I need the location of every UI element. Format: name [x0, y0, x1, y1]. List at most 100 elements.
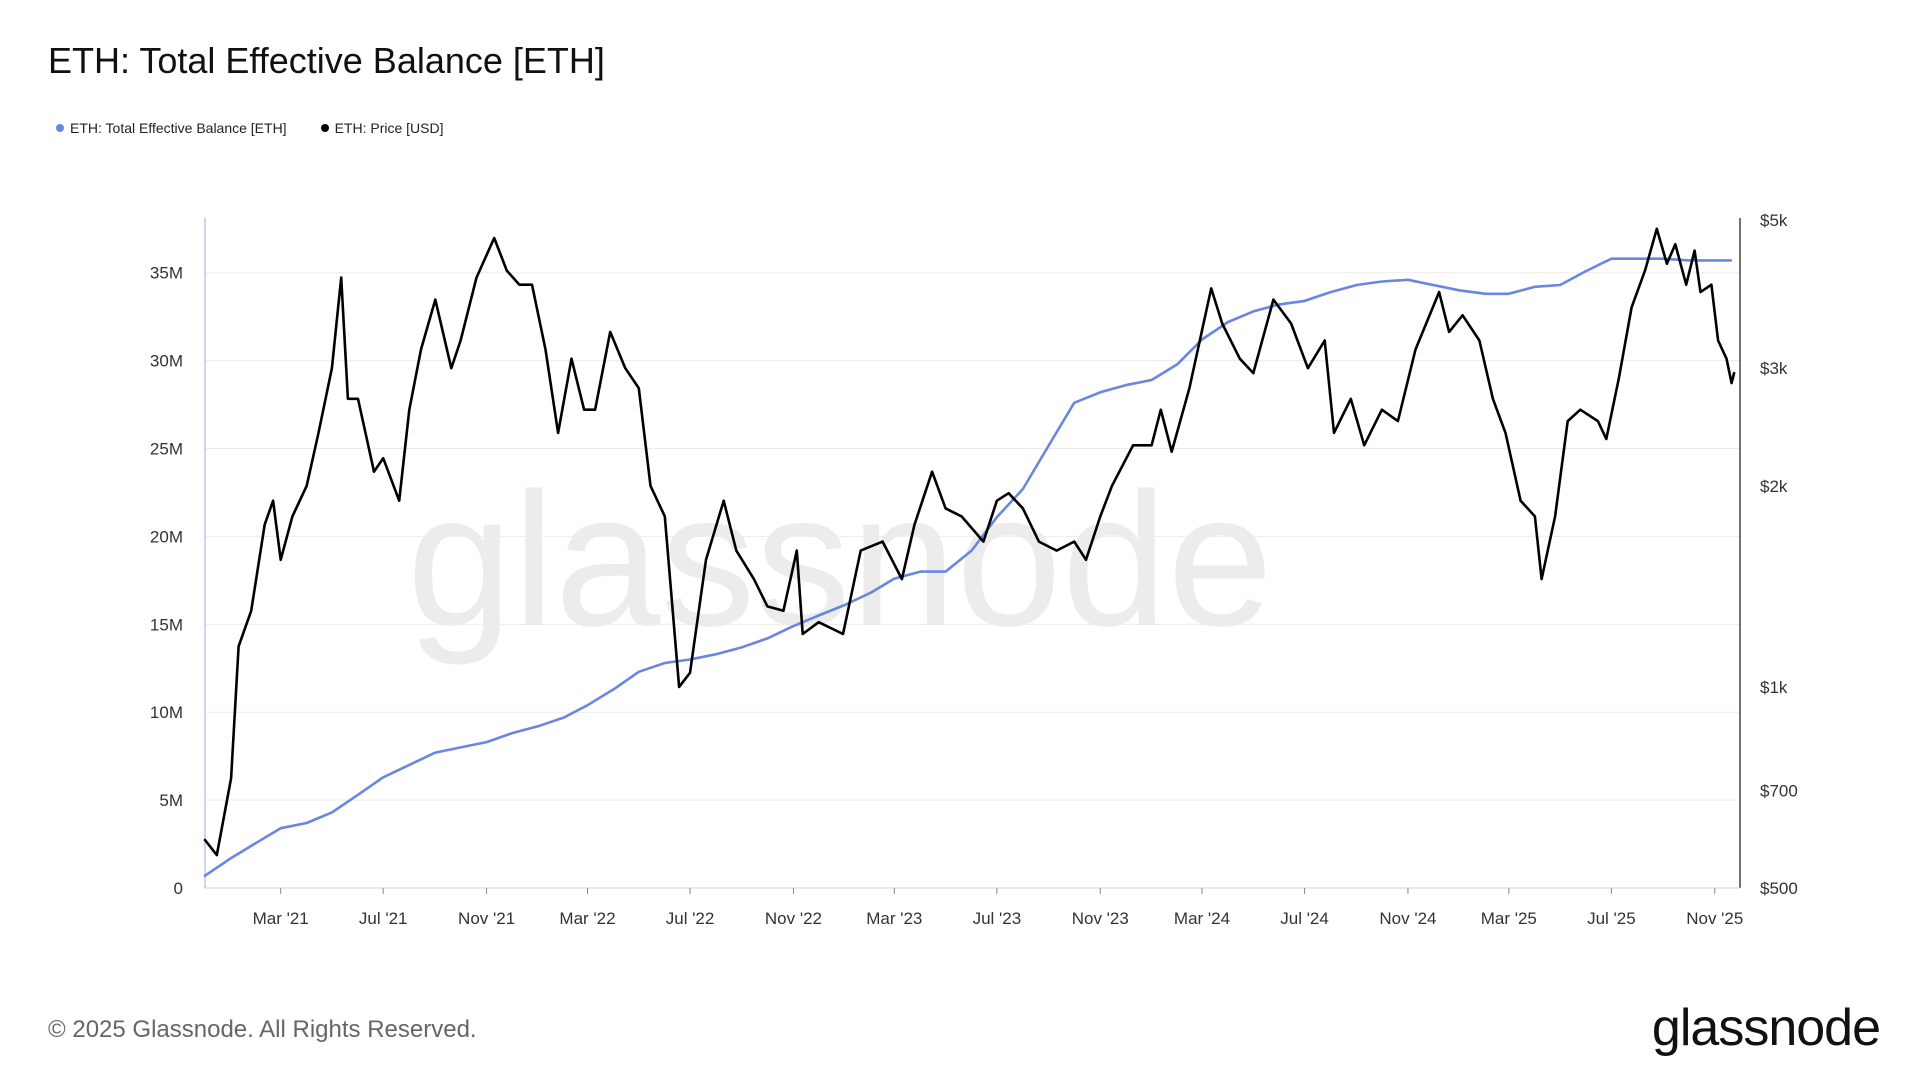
- y-left-tick-label: 35M: [150, 264, 183, 283]
- x-tick-label: Jul '21: [359, 909, 408, 928]
- data-point-price: [996, 499, 998, 502]
- data-point-effective-balance: [459, 746, 462, 749]
- data-point-price: [1188, 387, 1191, 390]
- data-point-price: [913, 523, 916, 526]
- data-point-price: [624, 367, 627, 370]
- data-point-price: [1597, 420, 1599, 422]
- x-tick-label: Nov '21: [458, 909, 515, 928]
- data-point-effective-balance: [1099, 391, 1102, 394]
- data-point-price: [1350, 398, 1352, 400]
- data-point-price: [1022, 507, 1024, 510]
- data-point-effective-balance: [357, 794, 359, 796]
- data-point-price: [1252, 372, 1255, 374]
- data-point-price: [1438, 291, 1440, 293]
- data-point-price: [331, 367, 333, 370]
- data-point-effective-balance: [1176, 363, 1179, 365]
- data-point-price: [1414, 348, 1417, 351]
- data-point-price: [1534, 515, 1536, 518]
- legend-item-balance[interactable]: ETH: Total Effective Balance [ETH]: [56, 120, 287, 136]
- data-point-effective-balance: [715, 653, 717, 655]
- data-point-price: [1111, 485, 1113, 487]
- watermark: glassnode: [407, 454, 1273, 666]
- data-point-price: [204, 839, 206, 841]
- data-point-price: [817, 621, 820, 623]
- data-point-price: [1461, 314, 1464, 317]
- x-tick-label: Mar '21: [253, 909, 309, 928]
- data-point-price: [1333, 432, 1335, 434]
- data-point-effective-balance: [1073, 402, 1075, 404]
- data-point-effective-balance: [1124, 384, 1127, 387]
- data-point-effective-balance: [817, 614, 820, 617]
- y-left-tick-label: 5M: [159, 791, 183, 810]
- data-point-price: [347, 398, 349, 400]
- data-point-effective-balance: [563, 716, 565, 719]
- data-point-price: [570, 357, 573, 360]
- data-point-effective-balance: [230, 857, 232, 859]
- data-point-effective-balance: [870, 591, 872, 594]
- data-point-price: [638, 387, 640, 390]
- data-point-price: [1239, 357, 1241, 360]
- x-tick-label: Jul '25: [1587, 909, 1636, 928]
- data-point-effective-balance: [843, 604, 846, 606]
- data-point-price: [1656, 228, 1658, 230]
- data-point-price: [1717, 339, 1719, 342]
- data-point-price: [1170, 450, 1173, 453]
- data-point-price: [544, 348, 547, 351]
- data-point-price: [531, 283, 533, 286]
- legend-item-price[interactable]: ETH: Price [USD]: [320, 120, 443, 136]
- data-point-effective-balance: [1585, 270, 1587, 272]
- data-point-price: [1448, 331, 1450, 333]
- data-point-price: [250, 610, 252, 612]
- x-tick-label: Mar '23: [866, 909, 922, 928]
- data-point-price: [1566, 420, 1569, 422]
- legend: ETH: Total Effective Balance [ETH] ETH: …: [56, 120, 443, 136]
- data-point-price: [982, 540, 985, 543]
- data-point-effective-balance: [1407, 279, 1409, 281]
- data-point-price: [722, 499, 725, 502]
- data-point-effective-balance: [331, 811, 333, 814]
- data-point-effective-balance: [1329, 291, 1332, 293]
- x-tick-label: Nov '22: [765, 909, 822, 928]
- data-point-price: [450, 367, 453, 370]
- y-left-tick-label: 15M: [150, 615, 183, 634]
- data-point-effective-balance: [1458, 289, 1460, 292]
- data-point-price: [340, 276, 343, 279]
- data-point-effective-balance: [1355, 284, 1358, 286]
- data-point-effective-balance: [434, 751, 437, 754]
- data-point-price: [1397, 420, 1399, 422]
- data-point-price: [1007, 492, 1010, 495]
- data-point-effective-balance: [204, 874, 206, 877]
- data-point-price: [594, 408, 596, 411]
- data-point-effective-balance: [1559, 284, 1561, 286]
- data-point-price: [1699, 291, 1702, 293]
- data-point-effective-balance: [1432, 284, 1434, 286]
- data-point-price: [1210, 287, 1212, 290]
- data-point-price: [1725, 357, 1728, 360]
- data-point-effective-balance: [1730, 259, 1732, 262]
- data-point-price: [689, 672, 691, 674]
- data-point-effective-balance: [537, 725, 539, 728]
- data-point-price: [305, 485, 308, 487]
- data-point-effective-balance: [1687, 259, 1690, 262]
- data-point-price: [1618, 377, 1620, 379]
- data-point-price: [664, 515, 666, 518]
- y-left-tick-label: 25M: [150, 440, 183, 459]
- data-point-effective-balance: [1201, 338, 1203, 341]
- data-point-price: [583, 408, 585, 411]
- data-point-price: [649, 485, 652, 487]
- x-tick-label: Nov '25: [1686, 909, 1743, 928]
- data-point-price: [705, 559, 707, 561]
- data-point-price: [1272, 298, 1275, 301]
- data-point-effective-balance: [664, 662, 666, 664]
- data-point-price: [766, 605, 769, 608]
- data-point-price: [1363, 444, 1365, 447]
- data-point-price: [1630, 306, 1633, 309]
- legend-dot-balance: [56, 124, 64, 132]
- data-point-effective-balance: [919, 570, 922, 573]
- x-tick-label: Jul '24: [1280, 909, 1329, 928]
- data-point-effective-balance: [766, 637, 769, 640]
- copyright-text: © 2025 Glassnode. All Rights Reserved.: [48, 1016, 477, 1043]
- x-tick-label: Nov '23: [1072, 909, 1129, 928]
- brand-logo: glassnode: [1651, 999, 1881, 1057]
